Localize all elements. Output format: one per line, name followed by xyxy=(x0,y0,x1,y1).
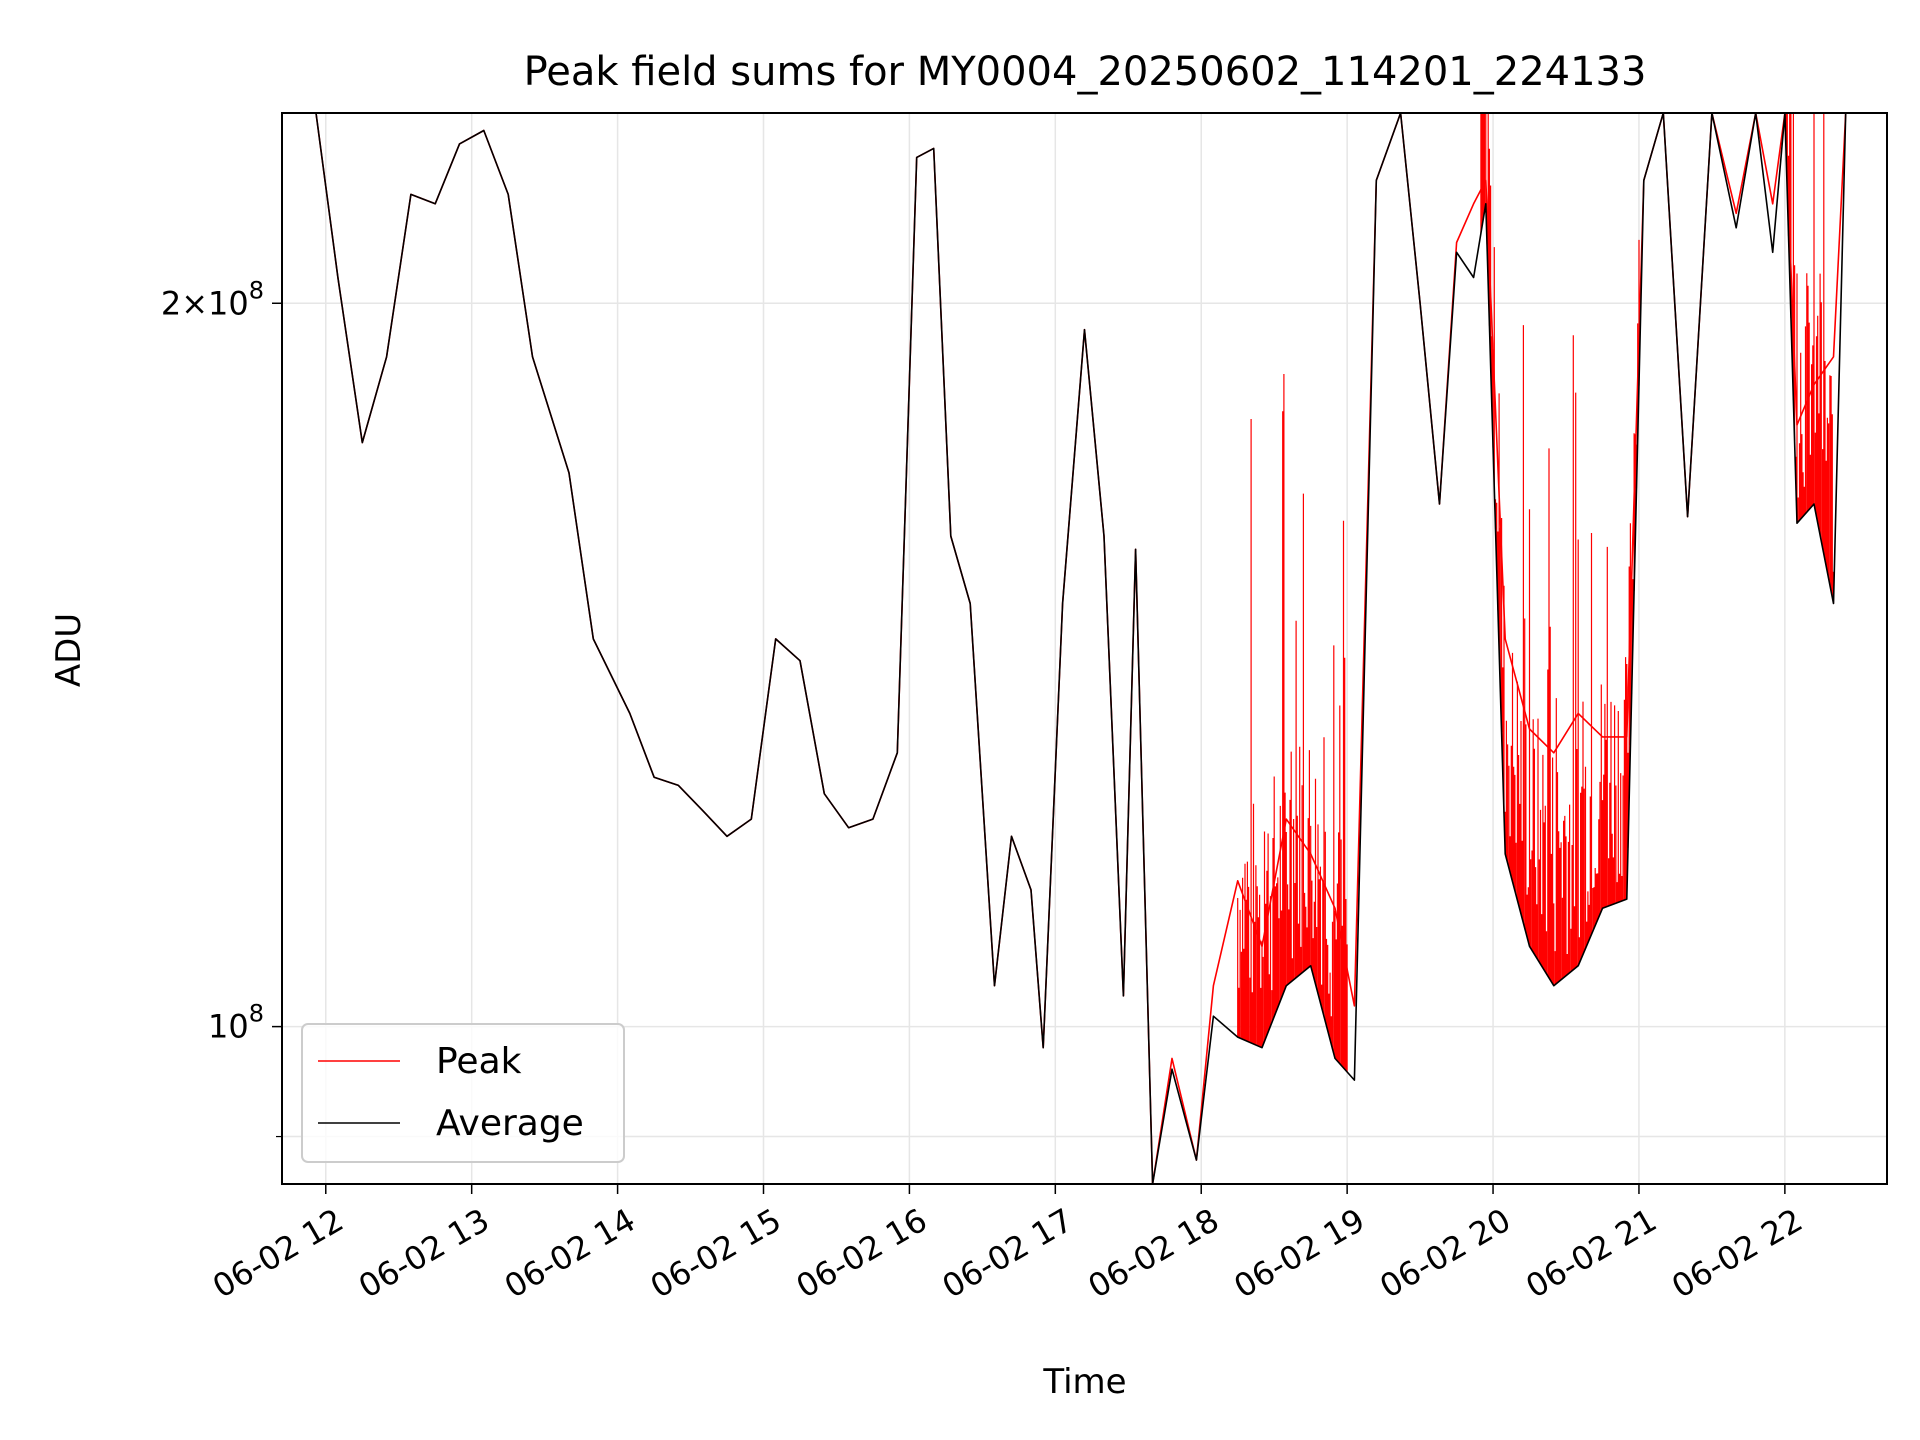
legend: Peak Average xyxy=(301,1023,625,1163)
chart-title: Peak field sums for MY0004_20250602_1142… xyxy=(524,49,1647,95)
y-axis-label: ADU xyxy=(49,613,89,687)
peak-spikes xyxy=(1237,113,1835,1072)
y-axis: 108 2×108 xyxy=(161,276,282,1138)
legend-label-average: Average xyxy=(436,1103,584,1144)
grid xyxy=(282,113,1887,1184)
legend-box xyxy=(301,1023,625,1163)
peak-spike-band xyxy=(1480,113,1640,986)
series-line-average xyxy=(282,113,1887,1184)
y-tick-label: 108 xyxy=(208,1000,264,1046)
peak-spike-band xyxy=(1237,374,1348,1072)
plot-frame xyxy=(281,112,1888,1185)
series-layer xyxy=(282,113,1887,1184)
legend-label-peak: Peak xyxy=(436,1041,522,1082)
x-axis-label: Time xyxy=(1042,1362,1126,1402)
y-tick-label: 2×108 xyxy=(161,276,264,322)
